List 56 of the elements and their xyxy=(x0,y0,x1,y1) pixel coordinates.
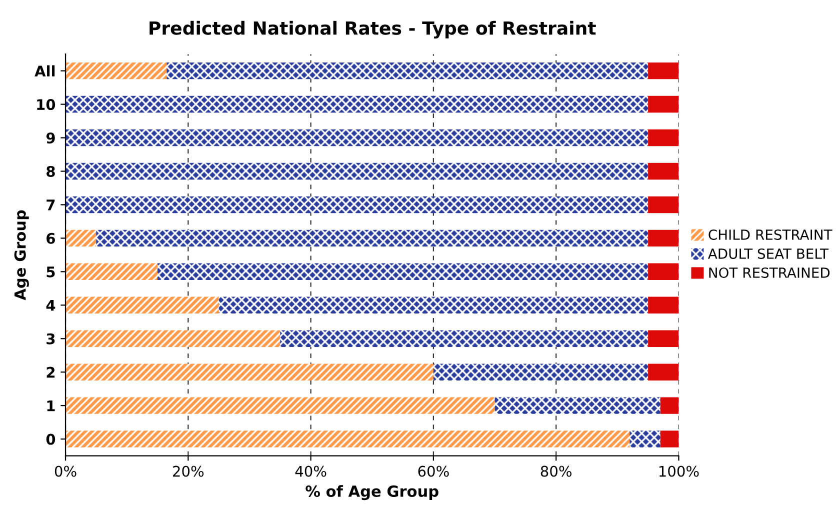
x-tick-label: 0% xyxy=(54,466,76,477)
bar xyxy=(280,330,648,347)
legend-label: CHILD RESTRAINT xyxy=(708,229,832,240)
bar xyxy=(648,96,679,113)
y-tick-label: 2 xyxy=(46,366,55,378)
bar xyxy=(494,397,660,414)
y-tick-label: 8 xyxy=(46,166,55,177)
bar xyxy=(66,62,167,80)
x-tick-label: 40% xyxy=(295,466,326,477)
x-tick-label: 80% xyxy=(540,466,572,477)
bar xyxy=(66,230,96,247)
bar xyxy=(433,364,648,380)
bar xyxy=(648,263,679,280)
bar xyxy=(158,263,648,280)
bar xyxy=(96,230,648,247)
x-axis-title: % of Age Group xyxy=(306,485,438,500)
x-tick-label: 100% xyxy=(659,466,699,477)
legend-label: NOT RESTRAINED xyxy=(709,267,830,278)
y-tick-label: 9 xyxy=(46,132,55,144)
y-tick-label: 3 xyxy=(46,333,55,344)
bar xyxy=(648,129,679,146)
bar xyxy=(66,96,648,113)
y-tick-label: 7 xyxy=(46,200,55,210)
bar xyxy=(66,364,434,380)
y-tick-label: 4 xyxy=(46,300,56,311)
bar xyxy=(166,62,648,80)
y-tick-label: 10 xyxy=(37,99,56,110)
bar xyxy=(660,397,679,414)
chart-title: Predicted National Rates - Type of Restraint xyxy=(150,20,596,39)
y-tick-label: 6 xyxy=(46,232,56,244)
bar xyxy=(66,196,648,214)
bar xyxy=(648,330,679,347)
y-tick-label: All xyxy=(34,65,55,76)
bar xyxy=(66,397,495,414)
legend-label: ADULT SEAT BELT xyxy=(708,248,829,259)
bar xyxy=(66,263,158,280)
bar xyxy=(648,364,679,380)
bar xyxy=(66,129,648,146)
bar xyxy=(218,296,648,314)
bar xyxy=(66,296,219,314)
x-tick-label: 60% xyxy=(418,466,449,477)
bar xyxy=(66,430,630,448)
bar xyxy=(66,162,648,180)
y-tick-label: 0 xyxy=(46,434,56,445)
y-tick-label: 1 xyxy=(47,400,55,412)
bar xyxy=(66,330,280,347)
x-tick-label: 20% xyxy=(173,466,204,477)
bar xyxy=(648,196,679,214)
bar xyxy=(648,296,679,314)
bar xyxy=(648,62,679,80)
bar xyxy=(648,162,679,180)
y-tick-label: 5 xyxy=(46,266,55,278)
bar xyxy=(660,430,679,448)
y-axis-title: Age Group xyxy=(14,210,29,300)
bar xyxy=(630,430,660,448)
bar xyxy=(648,230,679,247)
